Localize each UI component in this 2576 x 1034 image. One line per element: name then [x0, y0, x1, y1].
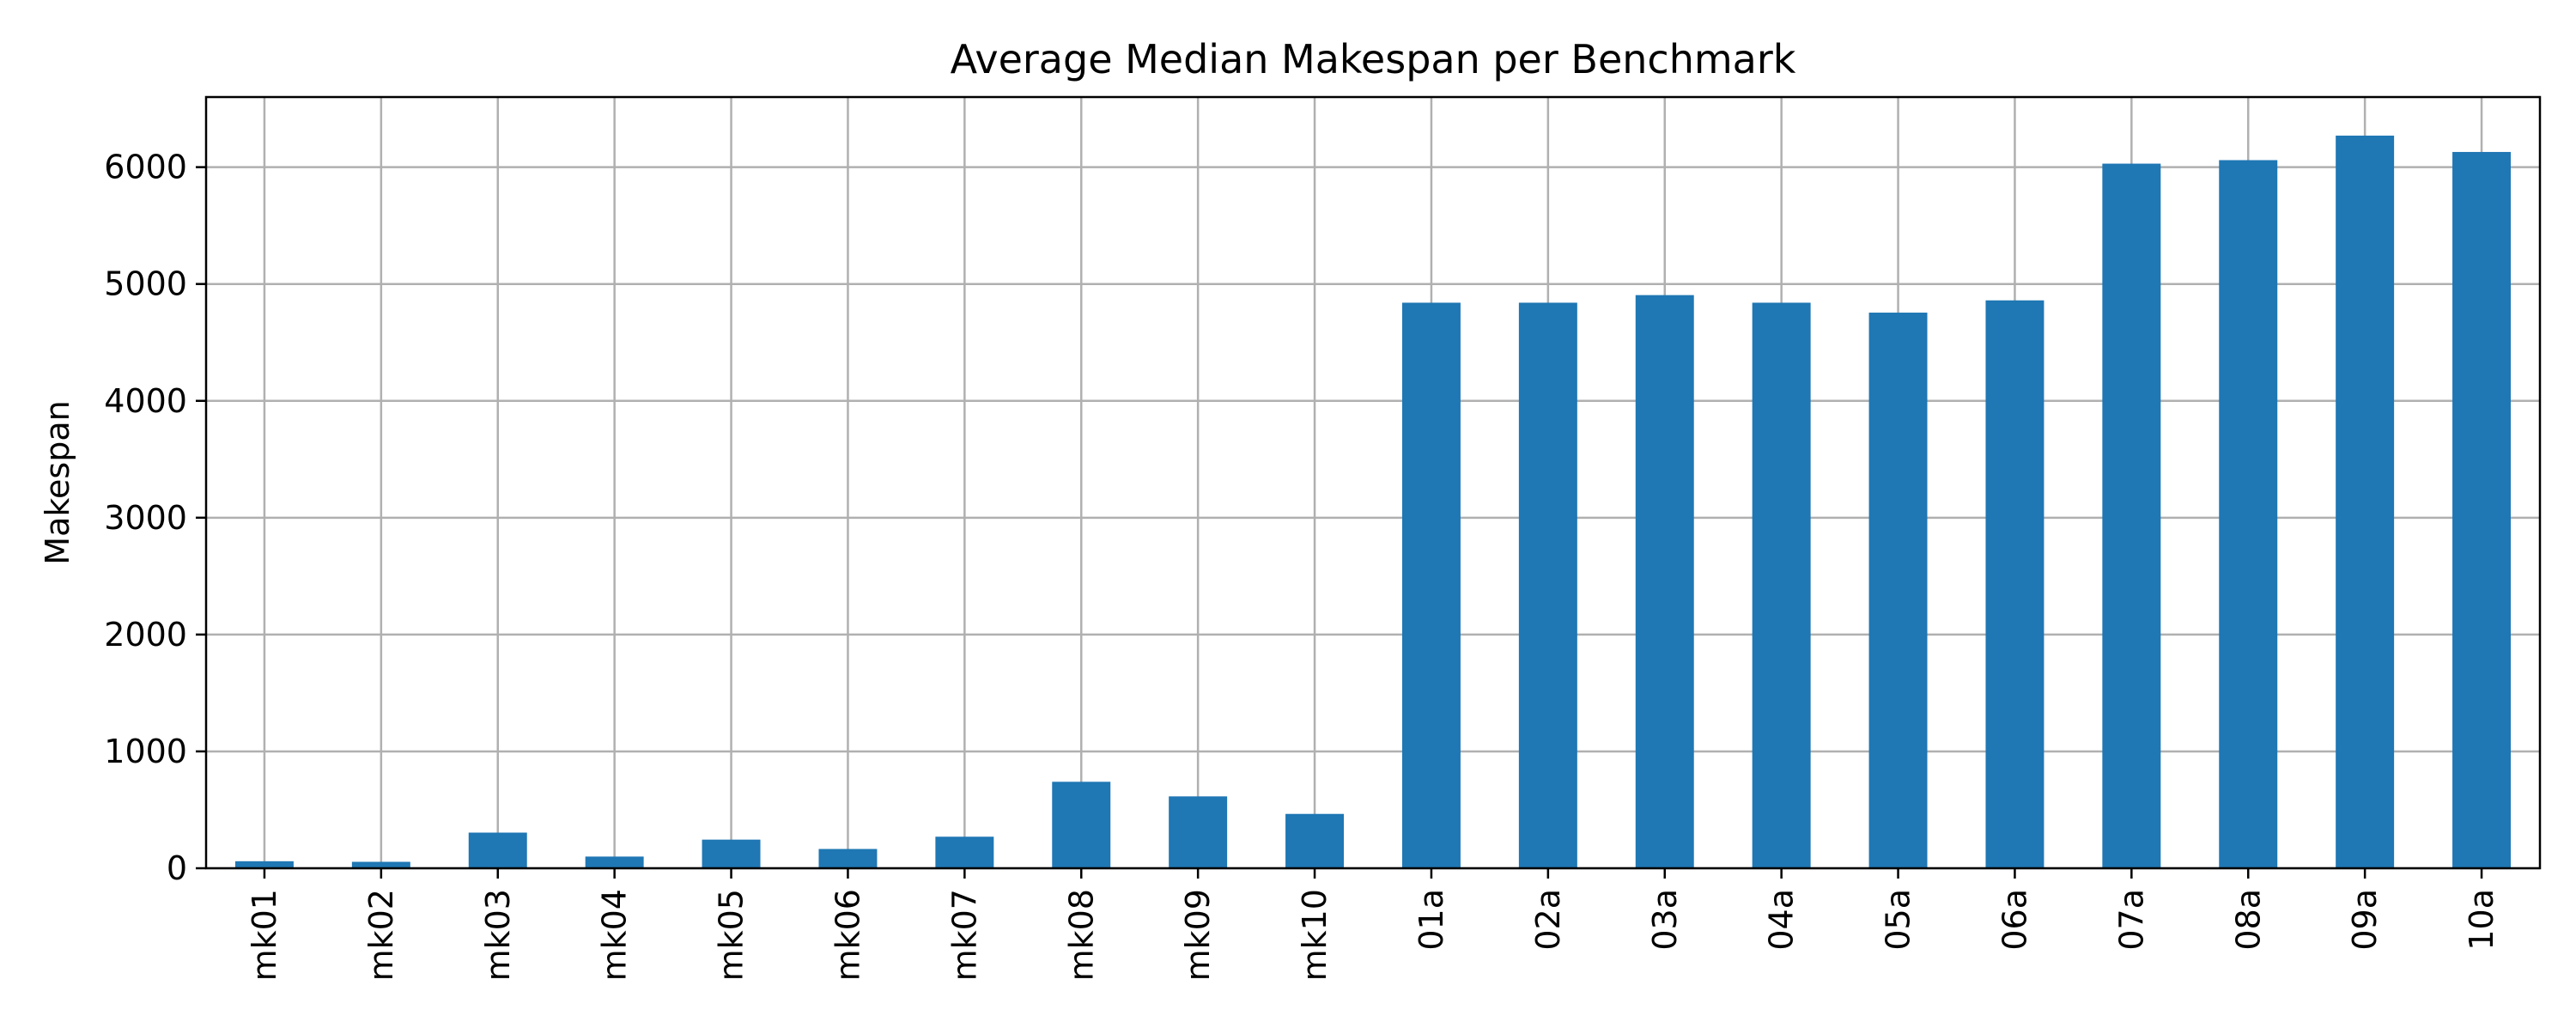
- x-tick-label: 03a: [1646, 889, 1684, 951]
- bar-04a: [1752, 302, 1811, 868]
- y-tick-label: 6000: [104, 149, 187, 186]
- bar-mk07: [935, 836, 994, 868]
- bar-03a: [1635, 295, 1694, 868]
- bar-07a: [2102, 163, 2161, 868]
- x-tick-label: mk10: [1296, 889, 1334, 981]
- bar-02a: [1518, 302, 1577, 868]
- x-tick-label: 02a: [1529, 889, 1567, 951]
- x-tick-label: 04a: [1763, 889, 1801, 951]
- x-tick-label: 10a: [2463, 889, 2500, 951]
- chart-title: Average Median Makespan per Benchmark: [951, 36, 1796, 82]
- x-tick-label: mk08: [1062, 889, 1100, 981]
- x-tick-label: 05a: [1880, 889, 1917, 951]
- y-tick-label: 4000: [104, 382, 187, 420]
- bar-01a: [1401, 302, 1461, 868]
- x-tick-label: mk02: [362, 889, 400, 981]
- y-tick-label: 3000: [104, 499, 187, 537]
- x-tick-label: mk04: [596, 889, 634, 981]
- bar-mk10: [1285, 813, 1345, 868]
- x-tick-label: 01a: [1413, 889, 1450, 951]
- x-tick-label: 07a: [2112, 889, 2150, 951]
- bar-mk03: [468, 832, 527, 868]
- y-tick-label: 5000: [104, 265, 187, 303]
- bar-mk09: [1169, 796, 1228, 868]
- x-tick-label: mk03: [479, 889, 517, 981]
- bar-06a: [1985, 300, 2044, 868]
- x-tick-label: 08a: [2229, 889, 2267, 951]
- bar-mk05: [702, 839, 761, 868]
- y-tick-label: 2000: [104, 616, 187, 654]
- y-tick-label: 0: [167, 849, 187, 887]
- x-tick-label: 09a: [2346, 889, 2384, 951]
- bar-10a: [2452, 151, 2512, 868]
- bar-05a: [1868, 313, 1928, 868]
- bar-mk02: [351, 861, 410, 868]
- bar-09a: [2336, 135, 2395, 868]
- bars-layer: [234, 135, 2512, 869]
- x-tick-label: mk07: [945, 889, 983, 981]
- y-axis-title: Makespan: [39, 400, 76, 564]
- bar-mk08: [1052, 782, 1111, 868]
- y-tick-label: 1000: [104, 733, 187, 770]
- x-tick-label: mk09: [1179, 889, 1217, 981]
- x-tick-label: mk05: [713, 889, 750, 981]
- bar-mk04: [585, 856, 644, 868]
- x-tick-label: mk01: [246, 889, 283, 981]
- x-tick-label: 06a: [1996, 889, 2033, 951]
- bar-mk01: [234, 861, 294, 868]
- bar-mk06: [818, 848, 878, 868]
- bar-08a: [2219, 160, 2278, 869]
- y-axis-ticks: 0 1000 2000 3000 4000 5000 6000: [104, 149, 206, 887]
- x-tick-label: mk06: [829, 889, 866, 981]
- x-axis-ticks: mk01 mk02 mk03 mk04 mk05 mk06 mk07 mk08 mk09 mk10…: [246, 868, 2500, 981]
- plot-frame: [204, 95, 2542, 870]
- grid-layer: [206, 97, 2540, 870]
